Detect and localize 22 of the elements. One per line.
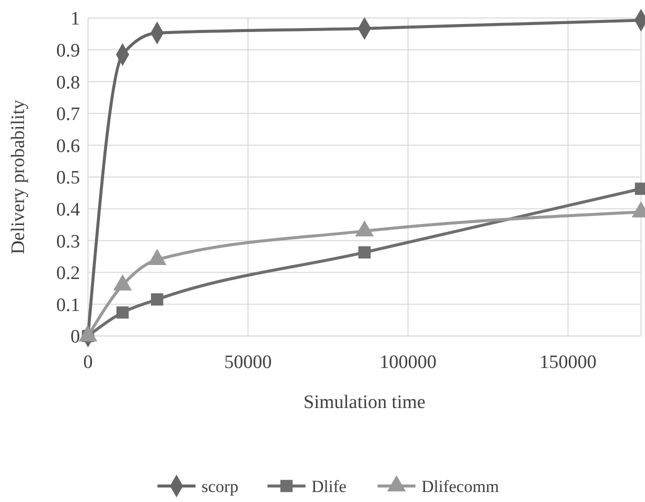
x-tick-label: 100000 [380,352,437,373]
y-tick-label: 0.8 [56,72,80,94]
point [116,306,129,319]
x-axis-title: Simulation time [304,392,426,413]
point [358,246,371,258]
x-tick-label: 50000 [224,352,272,373]
legend-label: scorp [202,476,238,496]
y-tick-label: 0.4 [56,199,80,220]
x-tick-label: 150000 [540,352,597,373]
legend-label: Dlifecomm [422,476,499,496]
y-tick-label: 0 [70,326,80,348]
y-tick-label: 0.5 [56,168,80,189]
y-tick-label: 0.3 [56,231,80,252]
y-tick-label: 0.2 [56,263,80,284]
point [151,293,164,306]
y-tick-label: 0.9 [56,40,80,62]
y-tick-label: 0.6 [56,136,80,157]
legend-label: Dlife [312,476,346,496]
y-tick-label: 1 [70,8,80,30]
y-axis-title: Delivery probability [8,99,29,254]
y-tick-label: 0.7 [56,104,80,126]
y-tick-label: 0.1 [56,294,80,316]
